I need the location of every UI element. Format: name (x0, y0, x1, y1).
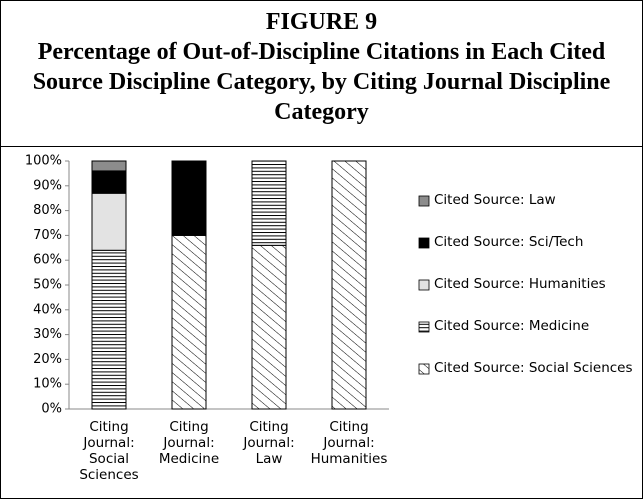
title-box: FIGURE 9 Percentage of Out-of-Discipline… (1, 1, 642, 147)
legend-swatch (418, 237, 430, 249)
x-tick-label: Citing Journal: Humanities (310, 419, 388, 467)
x-tick-label: Citing Journal: Social Sciences (79, 419, 139, 483)
y-tick-label: 60% (33, 253, 62, 268)
y-tick-label: 20% (33, 352, 62, 367)
bar-segment (331, 160, 367, 410)
chart-title: FIGURE 9 (265, 9, 378, 35)
y-tick-label: 30% (33, 327, 62, 342)
y-tick-label: 80% (33, 203, 62, 218)
legend-label: Cited Source: Sci/Tech (434, 234, 584, 250)
legend-label: Cited Source: Law (434, 192, 556, 208)
y-tick-label: 10% (33, 377, 62, 392)
legend-label: Cited Source: Humanities (434, 276, 606, 292)
chart-subtitle: Percentage of Out-of-Discipline Citation… (32, 39, 611, 125)
bar-segment (91, 192, 127, 251)
bar-segment (171, 234, 207, 410)
legend-label: Cited Source: Social Sciences (434, 360, 633, 376)
y-tick-label: 90% (33, 178, 62, 193)
x-tick-label: Citing Journal: Medicine (158, 419, 220, 467)
legend-swatch (418, 195, 430, 207)
legend-label: Cited Source: Medicine (434, 318, 590, 334)
chart: 0% 10% 20% 30% 40% 50% 60% 70% 80% 90% 100% (25, 154, 430, 417)
bar-segment (91, 160, 127, 172)
y-tick-label: 50% (33, 278, 62, 293)
y-tick-label: 100% (25, 154, 62, 169)
bar-segment (91, 249, 127, 410)
bar-segment (91, 170, 127, 194)
x-tick-label: Citing Journal: Law (243, 419, 295, 467)
y-tick-label: 40% (33, 302, 62, 317)
legend-swatch (418, 363, 430, 375)
legend-swatch (418, 321, 430, 333)
y-tick-label: 70% (33, 228, 62, 243)
legend-swatch (418, 279, 430, 291)
bar-segment (171, 160, 207, 236)
y-tick-label: 0% (41, 402, 62, 417)
bar-segment (251, 244, 287, 410)
bar-segment (251, 160, 287, 246)
